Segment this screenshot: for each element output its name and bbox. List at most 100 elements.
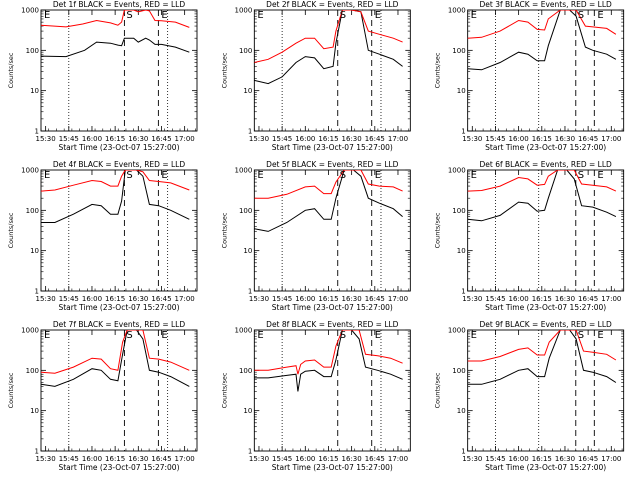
y-tick-label: 100 (239, 207, 252, 215)
x-tick-label: 15:30 (462, 455, 482, 463)
x-axis-label: Start Time (23-Oct-07 15:27:00) (272, 463, 393, 472)
y-tick-label: 100 (452, 367, 465, 375)
panel-1: Det 1f BLACK = Events, RED = LLD Counts/s… (7, 0, 198, 152)
x-tick-label: 16:00 (509, 455, 529, 463)
marker-e-left: E (471, 10, 477, 21)
x-tick-label: 16:45 (365, 295, 385, 303)
panel-title: Det 6f BLACK = Events, RED = LLD (480, 160, 613, 169)
marker-e: E (597, 330, 603, 341)
marker-e: E (597, 10, 603, 21)
x-tick-label: 16:45 (151, 135, 171, 143)
series-line-lld (41, 330, 190, 374)
x-tick-label: 16:15 (105, 135, 125, 143)
series-line-events (41, 330, 190, 387)
x-tick-label: 16:30 (128, 135, 148, 143)
x-tick-label: 16:00 (82, 135, 102, 143)
series-line-events (254, 170, 403, 232)
y-tick-label: 1 (461, 288, 465, 296)
marker-s: S (340, 170, 346, 181)
x-tick-label: 15:45 (485, 135, 505, 143)
panel-7: Det 7f BLACK = Events, RED = LLD Counts/s… (7, 320, 198, 472)
x-tick-label: 17:00 (601, 455, 621, 463)
marker-e: E (375, 170, 381, 181)
marker-s: S (578, 170, 584, 181)
x-tick-label: 15:30 (249, 135, 269, 143)
y-tick-label: 10 (243, 407, 252, 415)
x-tick-label: 15:45 (272, 295, 292, 303)
x-tick-label: 17:00 (601, 135, 621, 143)
plot-frame (253, 329, 411, 452)
x-tick-label: 16:45 (151, 455, 171, 463)
panel-title: Det 9f BLACK = Events, RED = LLD (480, 320, 613, 329)
x-tick-label: 16:15 (318, 135, 338, 143)
marker-e: E (161, 10, 167, 21)
marker-s: S (578, 330, 584, 341)
panel-title: Det 2f BLACK = Events, RED = LLD (266, 0, 399, 9)
series-line-events (467, 10, 617, 71)
x-tick-label: 16:30 (555, 455, 575, 463)
x-axis-label: Start Time (23-Oct-07 15:27:00) (485, 303, 606, 312)
panel-6: Det 6f BLACK = Events, RED = LLD Counts/s… (434, 160, 625, 312)
plot-frame (467, 169, 625, 292)
marker-e: E (161, 170, 167, 181)
y-tick-label: 100 (239, 367, 252, 375)
marker-e: E (375, 10, 381, 21)
x-axis-label: Start Time (23-Oct-07 15:27:00) (485, 143, 606, 152)
marker-s: S (578, 10, 584, 21)
y-tick-label: 100 (452, 207, 465, 215)
y-tick-label: 100 (26, 47, 39, 55)
x-axis-label: Start Time (23-Oct-07 15:27:00) (58, 463, 179, 472)
y-axis-label: Counts/sec (220, 372, 228, 408)
marker-e-left: E (44, 10, 50, 21)
panel-title: Det 5f BLACK = Events, RED = LLD (266, 160, 399, 169)
y-tick-label: 1 (461, 128, 465, 136)
marker-e-left: E (44, 170, 50, 181)
x-tick-label: 15:30 (249, 455, 269, 463)
x-axis-label: Start Time (23-Oct-07 15:27:00) (272, 303, 393, 312)
x-tick-label: 17:00 (388, 455, 408, 463)
y-tick-label: 1 (35, 448, 39, 456)
plot-frame (40, 169, 198, 292)
x-axis-label: Start Time (23-Oct-07 15:27:00) (272, 143, 393, 152)
x-axis-label: Start Time (23-Oct-07 15:27:00) (485, 463, 606, 472)
y-tick-label: 10 (30, 247, 39, 255)
marker-s: S (340, 10, 346, 21)
panel-title: Det 1f BLACK = Events, RED = LLD (53, 0, 186, 9)
marker-e: E (161, 330, 167, 341)
x-tick-label: 16:00 (509, 135, 529, 143)
series-line-events (41, 170, 190, 223)
y-tick-label: 100 (26, 207, 39, 215)
x-axis-label: Start Time (23-Oct-07 15:27:00) (58, 143, 179, 152)
y-axis-label: Counts/sec (434, 52, 442, 88)
marker-e-left: E (44, 330, 50, 341)
plot-frame (40, 9, 198, 132)
x-tick-label: 16:45 (365, 135, 385, 143)
x-tick-label: 16:30 (128, 295, 148, 303)
x-tick-label: 16:45 (578, 455, 598, 463)
y-tick-label: 100 (452, 47, 465, 55)
marker-s: S (340, 330, 346, 341)
y-tick-label: 1000 (21, 327, 39, 335)
x-tick-label: 16:15 (532, 135, 552, 143)
marker-s: S (126, 330, 132, 341)
x-tick-label: 15:30 (249, 295, 269, 303)
y-tick-label: 1000 (235, 327, 253, 335)
y-tick-label: 10 (243, 87, 252, 95)
x-tick-label: 16:15 (105, 295, 125, 303)
x-tick-label: 17:00 (388, 295, 408, 303)
series-line-events (41, 37, 190, 58)
panel-4: Det 4f BLACK = Events, RED = LLD Counts/s… (7, 160, 198, 312)
plot-frame (253, 169, 411, 292)
y-tick-label: 100 (26, 367, 39, 375)
y-tick-label: 1000 (235, 7, 253, 15)
plot-frame (253, 9, 411, 132)
y-tick-label: 1000 (235, 167, 253, 175)
x-tick-label: 16:30 (128, 455, 148, 463)
x-tick-label: 16:15 (105, 455, 125, 463)
y-tick-label: 10 (30, 87, 39, 95)
y-axis-label: Counts/sec (434, 212, 442, 248)
x-tick-label: 16:30 (342, 455, 362, 463)
marker-s: S (126, 170, 132, 181)
x-tick-label: 15:45 (272, 135, 292, 143)
